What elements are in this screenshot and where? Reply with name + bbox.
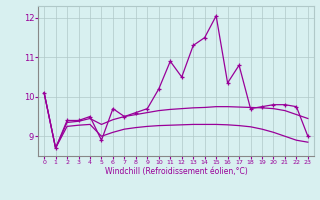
X-axis label: Windchill (Refroidissement éolien,°C): Windchill (Refroidissement éolien,°C) [105,167,247,176]
